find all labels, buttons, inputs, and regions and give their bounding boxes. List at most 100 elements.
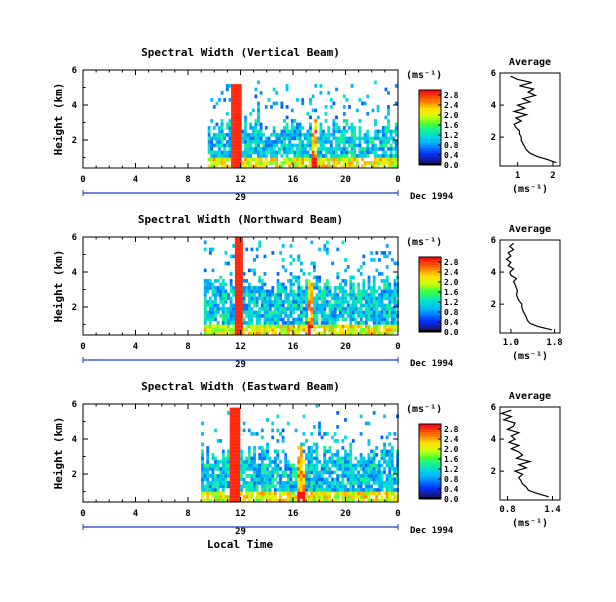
heatmap-cell — [325, 481, 329, 485]
heatmap-cell — [245, 279, 249, 283]
heatmap-cell — [307, 495, 311, 499]
heatmap-cell — [344, 282, 347, 287]
heatmap-cell — [372, 279, 376, 283]
heatmap-cell — [391, 321, 394, 325]
heatmap-cell — [263, 481, 267, 485]
heatmap-cell — [203, 296, 207, 301]
heatmap-cell — [312, 425, 316, 429]
heatmap-cell — [353, 143, 357, 148]
heatmap-cell — [328, 456, 332, 461]
heatmap-cell — [263, 282, 267, 287]
heatmap-cell — [393, 310, 397, 315]
heatmap-cell — [272, 101, 276, 106]
heatmap-cell — [389, 129, 393, 134]
heatmap-cell — [336, 453, 340, 457]
heatmap-cell — [279, 289, 282, 294]
heatmap-cell — [339, 286, 342, 290]
heatmap-cell — [341, 439, 345, 443]
heatmap-cell — [307, 293, 311, 297]
heatmap-cell — [287, 293, 290, 297]
heatmap-cell — [388, 289, 392, 294]
heatmap-cell — [316, 150, 320, 155]
heatmap-cell — [245, 481, 249, 485]
heatmap-cell — [229, 428, 233, 433]
heatmap-cell — [365, 296, 368, 301]
heatmap-cell — [375, 488, 379, 492]
heatmap-cell — [208, 282, 212, 287]
heatmap-cell — [324, 140, 328, 144]
heatmap-cell — [394, 161, 398, 165]
heatmap-cell — [250, 268, 254, 273]
heatmap-cell — [385, 477, 389, 482]
heatmap-cell — [341, 240, 345, 245]
colorbar-tick-label: 0.0 — [444, 495, 459, 504]
heatmap-cell — [216, 286, 220, 290]
heatmap-cell — [349, 303, 353, 308]
heatmap-cell — [312, 442, 316, 447]
heatmap-cell — [234, 432, 238, 436]
heatmap-cell — [372, 310, 376, 315]
heatmap-cell — [333, 293, 337, 297]
heatmap-cell — [201, 449, 204, 454]
heatmap-cell — [289, 272, 293, 276]
heatmap-cell — [296, 126, 299, 130]
heatmap-cell — [234, 435, 238, 440]
heatmap-cell — [240, 314, 243, 318]
heatmap-cell — [281, 321, 285, 325]
heatmap-cell — [385, 460, 389, 464]
profile-line — [505, 242, 552, 331]
heatmap-cell — [203, 498, 207, 503]
heatmap-cell — [208, 324, 212, 329]
heatmap-cell — [318, 247, 321, 252]
heatmap-cell — [211, 303, 215, 308]
heatmap-cell — [237, 328, 241, 332]
heatmap-cell — [238, 157, 242, 162]
heatmap-cell — [223, 154, 227, 158]
heatmap-cell — [240, 456, 243, 461]
heatmap-cell — [219, 439, 223, 443]
heatmap-cell — [355, 108, 359, 113]
heatmap-cell — [203, 300, 207, 304]
heatmap-cell — [211, 453, 215, 457]
heatmap-cell — [267, 136, 271, 141]
heatmap-cell — [312, 481, 316, 485]
heatmap-cell — [362, 282, 366, 287]
heatmap-cell — [302, 414, 306, 419]
heatmap-cell — [366, 133, 370, 137]
heatmap-cell — [289, 463, 293, 468]
heatmap-cell — [325, 470, 329, 475]
heatmap-cell — [221, 321, 225, 325]
heatmap-cell — [221, 307, 225, 311]
heatmap-cell — [234, 439, 238, 443]
heatmap-cell — [206, 300, 210, 304]
heatmap-cell — [211, 289, 215, 294]
heatmap-cell — [237, 449, 241, 454]
heatmap-cell — [320, 314, 324, 318]
heatmap-cell — [236, 150, 240, 155]
colorbar-frame — [418, 423, 442, 500]
heatmap-cell — [349, 446, 353, 450]
heatmap-cell — [212, 126, 216, 130]
heatmap-cell — [219, 282, 223, 287]
heatmap-cell — [318, 324, 321, 329]
heatmap-cell — [221, 303, 225, 308]
heatmap-cell — [234, 484, 238, 489]
heatmap-cell — [318, 425, 321, 429]
heatmap-cell — [296, 147, 299, 151]
colorbar-swatch — [419, 257, 441, 260]
heatmap-cell — [333, 303, 337, 308]
heatmap-cell — [366, 129, 370, 134]
heatmap-cell — [388, 474, 392, 478]
heatmap-cell — [338, 484, 342, 489]
heatmap-cell — [367, 439, 371, 443]
heatmap-cell — [228, 119, 232, 123]
heatmap-cell — [320, 300, 324, 304]
heatmap-cell — [281, 303, 285, 308]
heatmap-cell — [229, 488, 233, 492]
heatmap-cell — [320, 324, 324, 329]
heatmap-cell — [370, 467, 373, 471]
heatmap-cell — [312, 477, 316, 482]
heatmap-cell — [277, 150, 281, 155]
heatmap-cell — [232, 293, 236, 297]
